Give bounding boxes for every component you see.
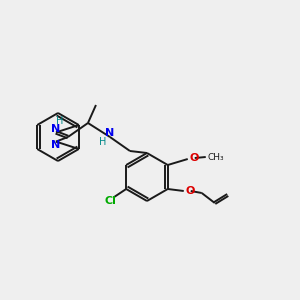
Text: N: N bbox=[51, 140, 61, 150]
Text: H: H bbox=[99, 137, 106, 147]
Text: N: N bbox=[51, 124, 61, 134]
Text: O: O bbox=[190, 153, 199, 163]
Text: Cl: Cl bbox=[104, 196, 116, 206]
Text: H: H bbox=[56, 116, 64, 126]
Text: CH₃: CH₃ bbox=[208, 152, 224, 161]
Text: O: O bbox=[186, 186, 195, 196]
Text: N: N bbox=[105, 128, 115, 138]
